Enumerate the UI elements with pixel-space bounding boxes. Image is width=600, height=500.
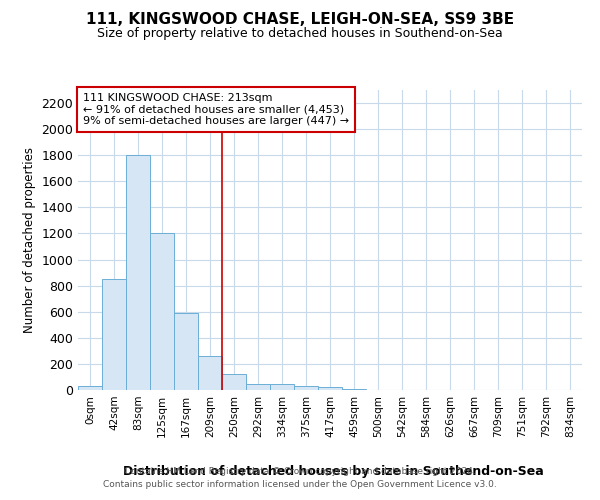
Text: Contains HM Land Registry data © Crown copyright and database right 2024.
Contai: Contains HM Land Registry data © Crown c… bbox=[103, 468, 497, 489]
Bar bbox=[126, 155, 150, 390]
Bar bbox=[150, 234, 174, 390]
Bar bbox=[78, 386, 102, 390]
Bar bbox=[342, 388, 366, 390]
Bar bbox=[102, 279, 126, 390]
Bar bbox=[294, 386, 318, 390]
Bar bbox=[246, 384, 270, 390]
Bar bbox=[174, 313, 198, 390]
Bar bbox=[270, 384, 294, 390]
Bar bbox=[318, 388, 342, 390]
Bar bbox=[198, 356, 222, 390]
Y-axis label: Number of detached properties: Number of detached properties bbox=[23, 147, 36, 333]
Text: 111, KINGSWOOD CHASE, LEIGH-ON-SEA, SS9 3BE: 111, KINGSWOOD CHASE, LEIGH-ON-SEA, SS9 … bbox=[86, 12, 514, 28]
Text: Size of property relative to detached houses in Southend-on-Sea: Size of property relative to detached ho… bbox=[97, 28, 503, 40]
Bar bbox=[222, 374, 246, 390]
Text: 111 KINGSWOOD CHASE: 213sqm
← 91% of detached houses are smaller (4,453)
9% of s: 111 KINGSWOOD CHASE: 213sqm ← 91% of det… bbox=[83, 93, 349, 126]
Text: Distribution of detached houses by size in Southend-on-Sea: Distribution of detached houses by size … bbox=[122, 464, 544, 477]
